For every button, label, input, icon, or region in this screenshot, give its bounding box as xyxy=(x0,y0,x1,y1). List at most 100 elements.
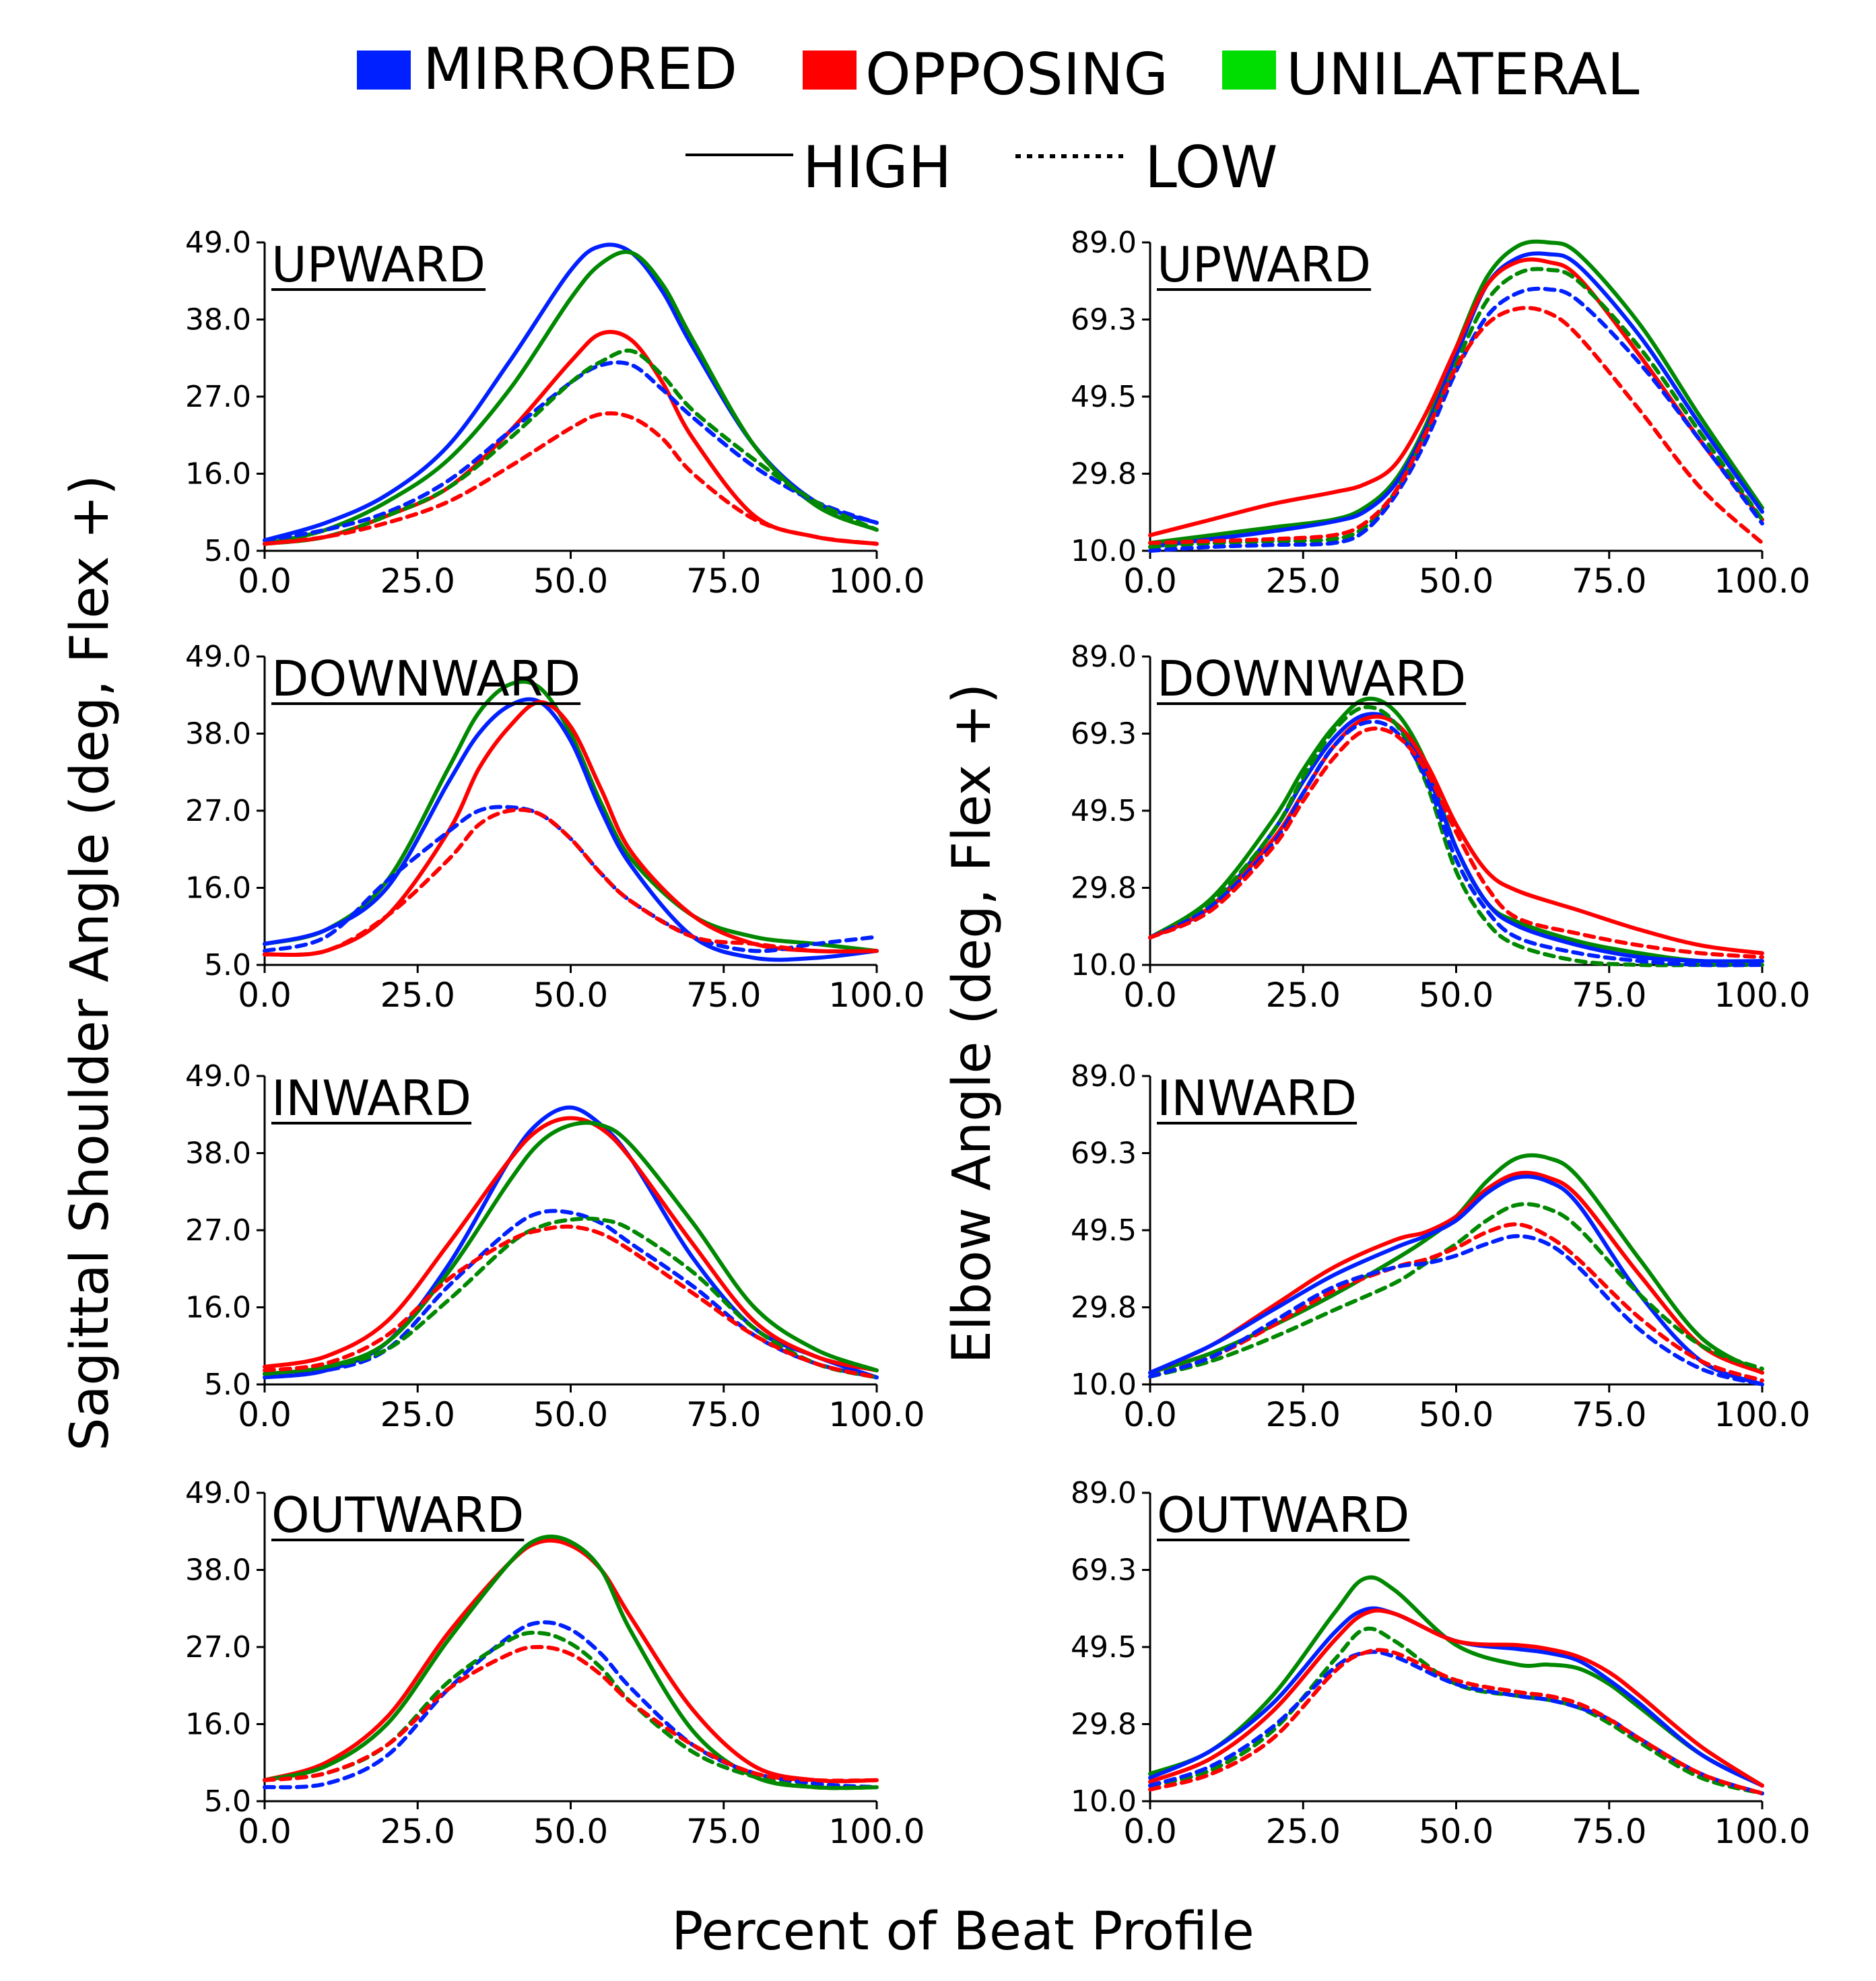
series-line-mirrored-low xyxy=(1148,1234,1764,1386)
x-tick-label: 100.0 xyxy=(1714,1812,1810,1851)
x-tick-label: 100.0 xyxy=(828,562,925,601)
series-line-opposing-low xyxy=(263,411,879,546)
y-tick-label: 27.0 xyxy=(185,1630,251,1665)
panel-upward-shoulder: 5.0 16.0 27.0 38.0 49.0 0.0 25.0 50.0 75.0 100.0 U… xyxy=(185,226,925,601)
series-line-opposing-low xyxy=(263,1224,879,1380)
series-line-mirrored-low xyxy=(263,1620,879,1790)
x-tick-label: 25.0 xyxy=(1266,562,1341,601)
y-tick-label: 5.0 xyxy=(204,1368,251,1402)
panel-outward-shoulder: 5.0 16.0 27.0 38.0 49.0 0.0 25.0 50.0 75.0 100.0 O… xyxy=(185,1476,925,1851)
x-tick-label: 75.0 xyxy=(686,1812,761,1851)
y-tick-label: 38.0 xyxy=(185,717,251,751)
x-tick-label: 0.0 xyxy=(238,562,292,601)
y-tick-label: 69.3 xyxy=(1071,1553,1137,1588)
series-line-unilateral-high xyxy=(1148,1575,1764,1788)
y-tick-label: 89.0 xyxy=(1071,640,1137,674)
panel-title: OUTWARD xyxy=(271,1487,524,1543)
series-line-unilateral-low xyxy=(263,1216,879,1380)
y-tick-label: 29.8 xyxy=(1071,1291,1137,1325)
series-line-opposing-low xyxy=(1148,1222,1764,1383)
panel-downward-elbow: 10.0 29.8 49.5 69.3 89.0 0.0 25.0 50.0 75.0 100.0… xyxy=(1071,640,1811,1015)
panel-downward-shoulder: 5.0 16.0 27.0 38.0 49.0 0.0 25.0 50.0 75.0 100.0 D… xyxy=(185,640,925,1015)
x-tick-label: 75.0 xyxy=(686,1395,761,1434)
y-tick-label: 5.0 xyxy=(204,1784,251,1819)
panel-title: INWARD xyxy=(271,1070,471,1127)
x-tick-label: 0.0 xyxy=(238,1812,292,1851)
x-tick-label: 50.0 xyxy=(533,562,608,601)
series-line-mirrored-high xyxy=(263,1105,879,1380)
y-tick-label: 16.0 xyxy=(185,457,251,492)
series-line-mirrored-low xyxy=(1148,719,1764,968)
x-tick-label: 25.0 xyxy=(1266,1812,1341,1851)
y-tick-label: 38.0 xyxy=(185,303,251,337)
x-tick-label: 0.0 xyxy=(238,976,292,1015)
x-tick-label: 75.0 xyxy=(686,976,761,1015)
panel-title: INWARD xyxy=(1157,1070,1357,1127)
y-tick-label: 10.0 xyxy=(1071,1784,1137,1819)
panel-inward-elbow: 10.0 29.8 49.5 69.3 89.0 0.0 25.0 50.0 75.0 100.0… xyxy=(1071,1059,1811,1434)
y-tick-label: 49.5 xyxy=(1071,1213,1137,1248)
y-tick-label: 49.5 xyxy=(1071,1630,1137,1665)
legend-label-low: LOW xyxy=(1145,134,1278,201)
series-line-mirrored-high xyxy=(1148,712,1764,964)
series-line-unilateral-high xyxy=(263,1535,879,1790)
y-tick-label: 29.8 xyxy=(1071,457,1137,492)
y-tick-label: 49.0 xyxy=(185,1059,251,1094)
y-tick-label: 16.0 xyxy=(185,1291,251,1325)
x-tick-label: 100.0 xyxy=(828,1395,925,1434)
panel-inward-shoulder: 5.0 16.0 27.0 38.0 49.0 0.0 25.0 50.0 75.0 100.0 I… xyxy=(185,1059,925,1434)
x-tick-label: 50.0 xyxy=(533,976,608,1015)
series-line-unilateral-high xyxy=(263,1120,879,1376)
legend-swatch-opposing xyxy=(803,51,857,90)
y-tick-label: 16.0 xyxy=(185,1708,251,1742)
x-tick-label: 25.0 xyxy=(1266,976,1341,1015)
series-line-unilateral-low xyxy=(263,1630,879,1790)
series-line-unilateral-low xyxy=(1148,1202,1764,1379)
x-tick-label: 0.0 xyxy=(1123,976,1177,1015)
x-tick-label: 75.0 xyxy=(1572,1395,1646,1434)
x-tick-label: 50.0 xyxy=(1419,1812,1494,1851)
y-tick-label: 38.0 xyxy=(185,1553,251,1588)
x-tick-label: 100.0 xyxy=(1714,976,1810,1015)
series-line-opposing-high xyxy=(1148,714,1764,955)
x-tick-label: 25.0 xyxy=(380,1395,455,1434)
series-line-unilateral-low xyxy=(263,348,879,546)
y-tick-label: 27.0 xyxy=(185,380,251,414)
x-tick-label: 50.0 xyxy=(533,1812,608,1851)
y-tick-label: 38.0 xyxy=(185,1137,251,1171)
series-line-opposing-high xyxy=(1148,257,1764,537)
y-tick-label: 49.0 xyxy=(185,1476,251,1510)
x-tick-label: 100.0 xyxy=(828,976,925,1015)
left-y-axis-label: Sagittal Shoulder Angle (deg, Flex +) xyxy=(60,475,121,1451)
series-line-opposing-low xyxy=(263,807,879,958)
panel-title: UPWARD xyxy=(1157,236,1371,293)
legend-label-opposing: OPPOSING xyxy=(865,41,1168,108)
y-tick-label: 27.0 xyxy=(185,794,251,828)
x-tick-label: 100.0 xyxy=(1714,562,1810,601)
series-line-mirrored-high xyxy=(263,697,879,962)
series-line-opposing-high xyxy=(263,330,879,546)
x-tick-label: 75.0 xyxy=(1572,976,1646,1015)
series-line-opposing-high xyxy=(263,1116,879,1373)
series-line-mirrored-high xyxy=(1148,1174,1764,1386)
legend-label-mirrored: MIRRORED xyxy=(423,36,737,103)
panel-outward-elbow: 10.0 29.8 49.5 69.3 89.0 0.0 25.0 50.0 75.0 100.0… xyxy=(1071,1476,1811,1851)
y-tick-label: 10.0 xyxy=(1071,534,1137,568)
legend: MIRRORED OPPOSING UNILATERAL HIGH LOW xyxy=(357,36,1640,201)
panel-title: UPWARD xyxy=(271,236,485,293)
x-tick-label: 100.0 xyxy=(1714,1395,1810,1434)
y-tick-label: 10.0 xyxy=(1071,948,1137,982)
series-line-unilateral-low xyxy=(1148,267,1764,549)
y-tick-label: 27.0 xyxy=(185,1213,251,1248)
y-tick-label: 89.0 xyxy=(1071,1059,1137,1094)
series-line-opposing-low xyxy=(1148,1648,1764,1796)
legend-swatch-unilateral xyxy=(1222,51,1276,90)
series-line-opposing-high xyxy=(1148,1170,1764,1375)
x-tick-label: 100.0 xyxy=(828,1812,925,1851)
legend-swatch-mirrored xyxy=(357,51,411,90)
y-tick-label: 89.0 xyxy=(1071,226,1137,260)
x-tick-label: 75.0 xyxy=(1572,1812,1646,1851)
y-tick-label: 5.0 xyxy=(204,948,251,982)
y-tick-label: 49.5 xyxy=(1071,380,1137,414)
x-tick-label: 50.0 xyxy=(1419,976,1494,1015)
